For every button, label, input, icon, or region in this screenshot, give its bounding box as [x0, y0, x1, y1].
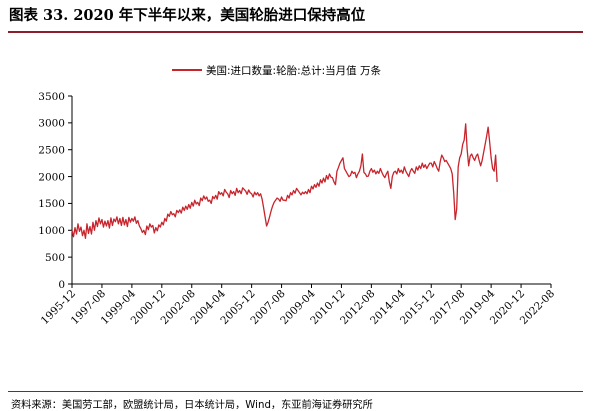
- y-tick-label: 3500: [38, 91, 65, 103]
- legend-label: 美国:进口数量:轮胎:总计:当月值 万条: [206, 64, 381, 77]
- chart-axes: [71, 96, 551, 285]
- y-tick-label: 2500: [38, 145, 65, 157]
- y-tick-label: 0: [58, 279, 65, 291]
- chart-legend: 美国:进口数量:轮胎:总计:当月值 万条: [172, 64, 381, 77]
- y-tick-label: 3000: [38, 118, 65, 130]
- title-divider: [8, 31, 583, 33]
- y-tick-label: 500: [45, 252, 65, 264]
- series-line-us-tire-imports: [71, 123, 498, 239]
- x-axis-ticks: 1995-121997-081999-042000-122002-082004-…: [39, 284, 557, 327]
- footer-divider: [8, 391, 583, 392]
- y-tick-label: 2000: [38, 171, 65, 183]
- y-axis-ticks: 0 500 1000 1500 2000 2500 3000 3500: [38, 91, 72, 291]
- y-tick-label: 1500: [38, 198, 65, 210]
- plot-area: [71, 123, 498, 239]
- source-note: 资料来源：美国劳工部，欧盟统计局，日本统计局，Wind，东亚前海证券研究所: [11, 400, 373, 411]
- y-tick-label: 1000: [38, 225, 65, 237]
- figure-title: 图表 33. 2020 年下半年以来，美国轮胎进口保持高位: [9, 7, 366, 24]
